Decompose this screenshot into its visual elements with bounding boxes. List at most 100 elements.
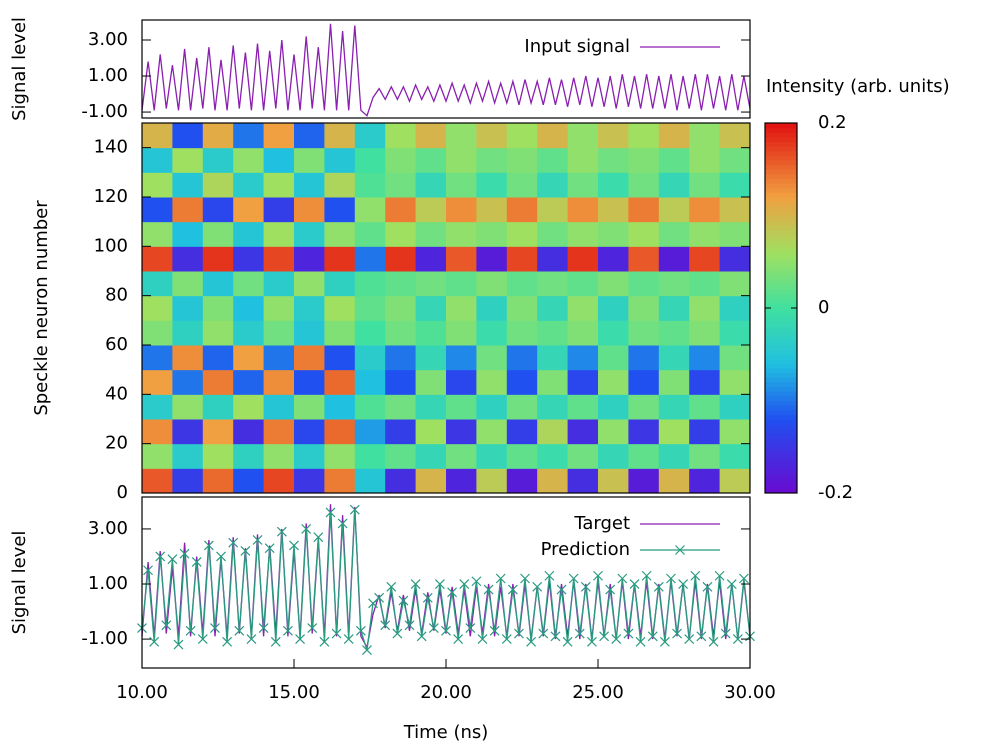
colorbar-step [765,284,797,290]
colorbar-step [765,298,797,304]
heat-cell [142,271,173,297]
heat-cell [324,295,356,321]
heat-cell [263,468,295,494]
heat-cell [324,147,356,173]
heat-cell [658,443,690,469]
plot-frame [141,122,751,494]
marker [593,570,603,581]
heat-cell [142,419,173,445]
marker [520,573,530,584]
colorbar-step [765,206,797,212]
heat-cell [476,271,508,297]
heat-cell [628,221,660,247]
heat-cell [476,468,508,494]
x-tick-label: 15.00 [268,682,320,703]
colorbar-step [765,224,797,230]
heat-cell [476,394,508,420]
series-line [141,509,751,651]
colorbar-step [765,446,797,452]
colorbar-step [765,136,797,142]
legend-marker [675,545,685,555]
marker [617,573,628,584]
heat-cell [172,221,204,247]
y-tick-label: 120 [94,186,128,207]
heat-cell [172,172,204,198]
heat-cell [294,443,325,469]
legend-label: Input signal [524,36,630,57]
marker [355,625,366,636]
colorbar-step [765,326,797,332]
heat-cell [324,123,356,149]
colorbar-step [765,354,797,360]
heat-cell [689,123,721,149]
marker [270,636,281,647]
colorbar-step [765,382,797,388]
marker [295,634,306,645]
heat-cell [719,345,751,371]
heat-cell [719,197,751,223]
heat-cell [172,419,204,445]
heat-cell [506,320,538,346]
colorbar-tick-label: -0.2 [818,482,853,503]
heat-cell [233,147,265,173]
marker [410,579,421,589]
colorbar-step [765,349,797,355]
marker [264,543,275,554]
colorbar-step [765,234,797,240]
marker [301,524,312,534]
colorbar-step [765,465,797,471]
marker [447,587,458,598]
legend-label: Prediction [541,539,630,560]
series-line [141,23,751,117]
colorbar-step [765,312,797,318]
colorbar-step [765,155,797,161]
heat-cell [233,221,265,247]
heat-cell [476,369,508,395]
heat-cell [658,246,690,272]
colorbar-step [765,266,797,272]
heat-cell [476,345,508,371]
marker [483,584,494,595]
marker [155,551,166,562]
heat-cell [142,443,173,469]
heat-cell [294,271,325,297]
marker [696,631,707,642]
heat-cell [567,197,599,223]
heat-cell [172,197,204,223]
heat-cell [476,246,508,272]
heat-cell [202,295,234,321]
colorbar-step [765,437,797,443]
heat-cell [537,468,569,494]
marker [374,592,385,603]
heat-cell [628,147,660,173]
heat-cell [324,419,356,445]
panel: Target Prediction 3.00 1.00 -1.00 10.00 15.00 2… [9,496,776,743]
heat-cell [263,147,295,173]
marker [568,573,579,584]
plot-frame [141,19,751,119]
heat-cell [719,147,751,173]
heat-cell [202,221,234,247]
marker [599,631,610,642]
marker [550,631,561,642]
marker [325,507,336,518]
marker [282,625,293,636]
heat-cell [233,419,265,445]
heat-cell [658,419,690,445]
heat-cell [689,172,721,198]
marker [203,540,214,551]
colorbar-step [765,377,797,383]
marker [702,581,713,592]
heat-cell [172,271,204,297]
heat-cell [476,123,508,149]
marker [422,592,433,603]
colorbar-step [765,409,797,415]
marker [222,636,233,647]
heat-cell [719,172,751,198]
y-tick-label: 40 [105,383,128,404]
heat-cell [142,394,173,420]
heat-cell [263,197,295,223]
heat-cell [689,221,721,247]
heat-cell [628,172,660,198]
colorbar-step [765,483,797,489]
